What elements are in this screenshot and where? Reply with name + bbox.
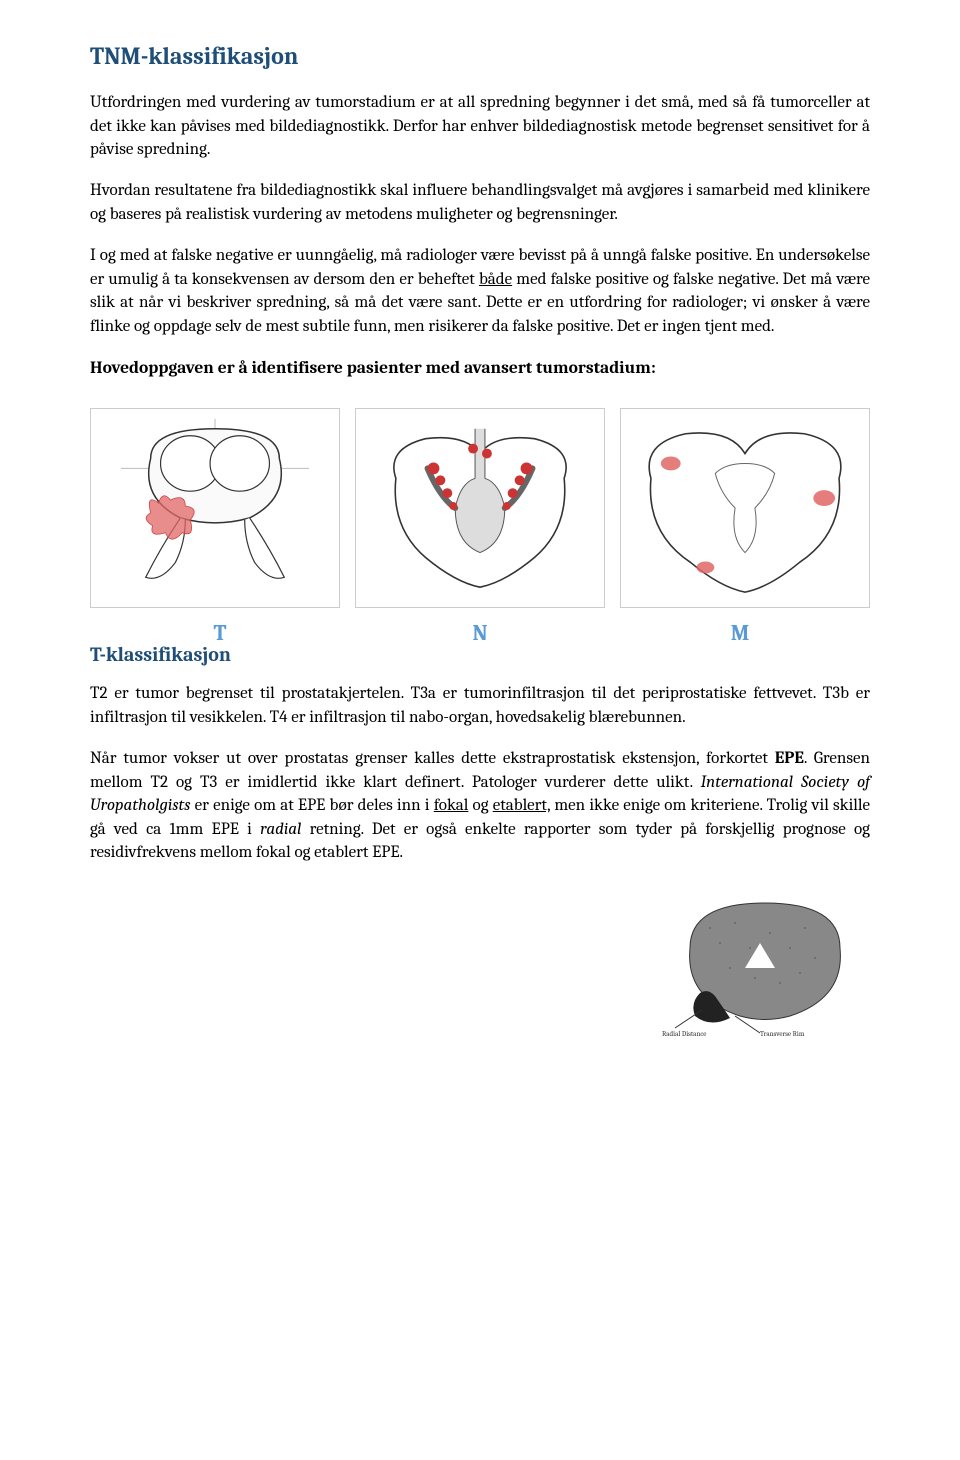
p5-g: og — [468, 796, 492, 815]
para3-underline: både — [479, 270, 512, 289]
tnm-figure-row — [90, 408, 870, 608]
main-task-subheading: Hovedoppgaven er å identifisere pasiente… — [90, 356, 870, 380]
letter-n: N — [351, 618, 608, 648]
para3-text-c: Det er ingen tjent med. — [617, 317, 775, 336]
epe-diagram-panel: Radial Distance Transverse Rim — [660, 888, 870, 1038]
figure-t-panel — [90, 408, 340, 608]
p5-e: er enige om at EPE bør deles inn i — [190, 796, 433, 815]
bottom-figure-row: Radial Distance Transverse Rim — [90, 888, 870, 1038]
p5-radial: radial — [260, 820, 301, 839]
page-title: TNM-klassifikasjon — [90, 40, 870, 73]
figure-m-panel — [620, 408, 870, 608]
p5-etablert: etablert, — [493, 796, 550, 815]
t-classification-para-2: Når tumor vokser ut over prostatas grens… — [90, 747, 870, 864]
label-transverse-rim: Transverse Rim — [760, 1030, 805, 1038]
p5-a: Når tumor vokser ut over prostatas grens… — [90, 749, 775, 768]
intro-paragraph-2: Hvordan resultatene fra bildediagnostikk… — [90, 179, 870, 226]
figure-n-panel — [355, 408, 605, 608]
p5-fokal: fokal — [434, 796, 469, 815]
intro-paragraph-3: I og med at falske negative er uunngåeli… — [90, 244, 870, 338]
intro-paragraph-1: Utfordringen med vurdering av tumorstadi… — [90, 91, 870, 161]
label-radial-distance: Radial Distance — [662, 1030, 706, 1038]
prostate-cross-section-icon — [91, 409, 339, 607]
pelvis-lymph-nodes-icon — [356, 409, 604, 607]
pelvis-metastasis-icon — [621, 409, 869, 607]
t-classification-para-1: T2 er tumor begrenset til prostatakjerte… — [90, 682, 870, 729]
epe-cross-section-icon: Radial Distance Transverse Rim — [660, 888, 870, 1038]
p5-epe: EPE — [775, 749, 804, 768]
letter-m: M — [611, 618, 868, 648]
